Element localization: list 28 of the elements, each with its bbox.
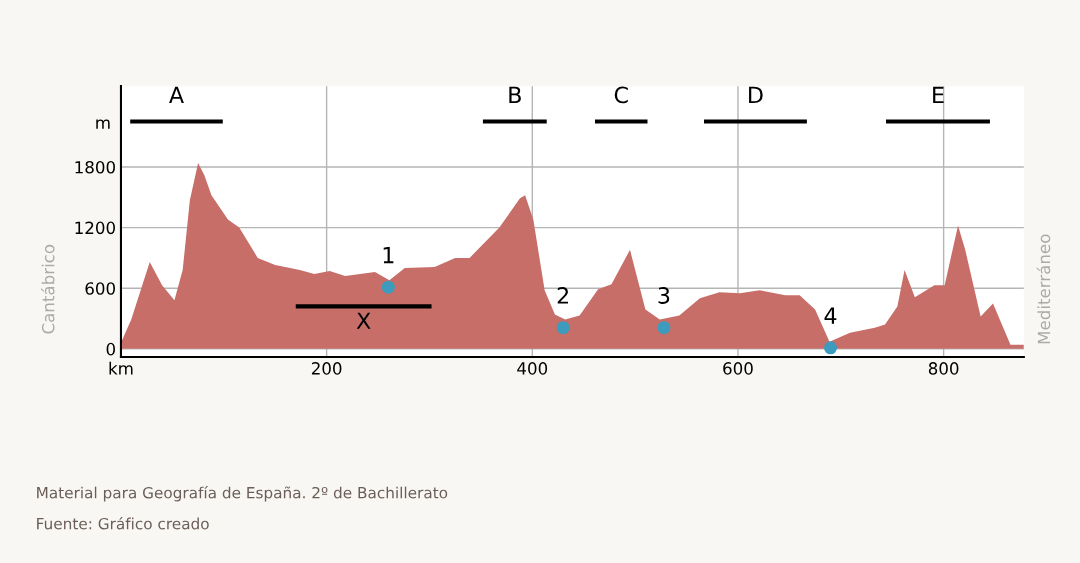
annotation: 3 bbox=[658, 287, 670, 304]
y-tick-label: 600 bbox=[85, 282, 115, 295]
y-tick-label: 1800 bbox=[75, 160, 115, 174]
series-label: E bbox=[933, 86, 944, 103]
y-tick-label: 0 bbox=[106, 342, 115, 356]
annotation: 4 bbox=[824, 307, 837, 324]
point bbox=[381, 280, 395, 294]
series-label: A bbox=[169, 86, 184, 103]
y2-axis-title: Mediterráneo bbox=[1036, 234, 1051, 344]
series-label: B bbox=[509, 86, 521, 103]
x-tick-label: 400 bbox=[517, 362, 548, 375]
text: m bbox=[96, 119, 110, 129]
series-label: D bbox=[749, 86, 763, 103]
y-axis-title: Cantábrico bbox=[40, 244, 55, 334]
annotation: 1 bbox=[383, 246, 394, 264]
source-note: Fuente: Gráfico creado bbox=[37, 517, 209, 530]
text: Material para Geografía de España. 2º de Bachillerato bbox=[37, 486, 448, 502]
x-tick-label: 600 bbox=[723, 362, 753, 375]
x-tick-label: 800 bbox=[928, 362, 959, 375]
point bbox=[657, 321, 671, 335]
point bbox=[824, 341, 838, 355]
point bbox=[556, 321, 570, 335]
x-tick-label: 200 bbox=[311, 362, 342, 375]
series-label: C bbox=[614, 86, 628, 104]
y-tick-label: 1200 bbox=[75, 221, 115, 235]
x-tick-label: km bbox=[109, 361, 133, 375]
annotation: 2 bbox=[557, 287, 568, 304]
series-label: X bbox=[356, 312, 371, 329]
